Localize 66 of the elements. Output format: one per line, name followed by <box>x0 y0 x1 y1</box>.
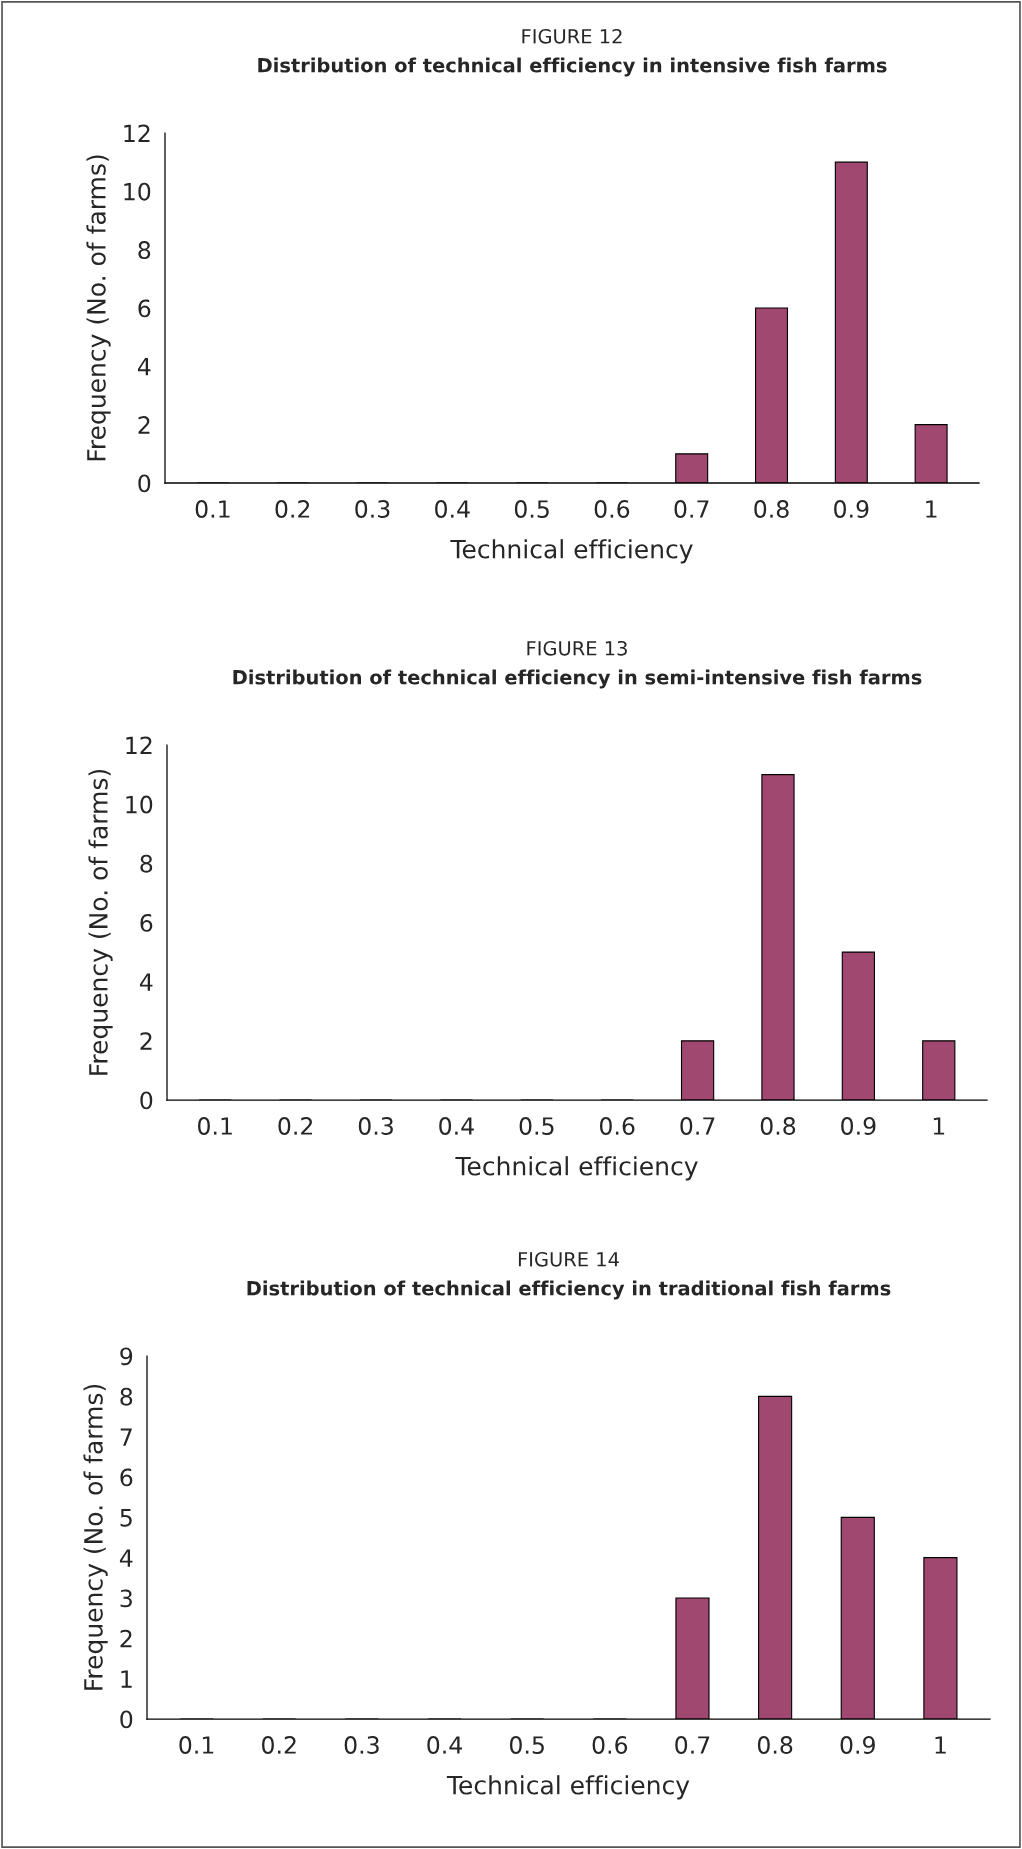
x-tick-label: 0.2 <box>262 1736 296 1754</box>
y-tick-label: 8 <box>120 1387 133 1406</box>
x-tick-label: 0.6 <box>592 1736 628 1754</box>
y-axis-title: Frequency (No. of farms) <box>83 1384 108 1690</box>
y-tick-label: 1 <box>121 1670 132 1688</box>
y-tick-label: 2 <box>138 416 150 434</box>
x-tick-label: 0.1 <box>198 1117 232 1135</box>
y-tick-label: 10 <box>124 182 151 201</box>
x-tick-label: 0.4 <box>435 500 470 518</box>
x-tick-label: 0.5 <box>519 1117 554 1135</box>
x-tick-label: 0.6 <box>594 500 630 518</box>
y-tick-label: 10 <box>126 795 153 814</box>
x-tick-label: 0.3 <box>344 1736 379 1754</box>
x-tick-label: 0.8 <box>754 500 789 518</box>
x-tick-label: 1 <box>926 500 937 518</box>
y-tick-label: 7 <box>120 1428 132 1446</box>
y-tick-label: 8 <box>138 241 151 259</box>
y-tick-label: 9 <box>120 1347 133 1366</box>
x-tick-label: 0.3 <box>355 500 390 518</box>
x-tick-label: 0.1 <box>179 1736 214 1754</box>
y-tick-label: 4 <box>119 1549 133 1567</box>
y-tick-label: 5 <box>120 1509 132 1527</box>
y-tick-label: 6 <box>140 913 153 932</box>
x-tick-label: 0.7 <box>680 1117 715 1135</box>
x-tick-label: 0.5 <box>514 500 549 518</box>
y-axis-title: Frequency (No. of farms) <box>88 769 113 1075</box>
y-tick-label: 2 <box>140 1032 152 1050</box>
x-tick-label: 0.2 <box>275 500 310 518</box>
x-tick-label: 0.4 <box>427 1736 462 1754</box>
x-tick-label: 0.5 <box>509 1736 544 1754</box>
x-axis-title: Technical efficiency <box>446 1775 690 1800</box>
chart-subtitle: Distribution of technical efficiency in traditional fish farms <box>247 1280 891 1300</box>
x-tick-label: 0.7 <box>675 1736 710 1754</box>
x-tick-label: 0.9 <box>840 1736 875 1754</box>
chart-title: FIGURE 14 <box>518 1251 619 1267</box>
chart-subtitle: Distribution of technical efficiency in semi-intensive fish farms <box>233 669 922 689</box>
y-tick-label: 2 <box>120 1629 132 1648</box>
y-tick-label: 8 <box>140 854 153 873</box>
x-tick-label: 0.9 <box>841 1117 876 1135</box>
chart-title: FIGURE 13 <box>527 640 627 656</box>
y-axis-title: Frequency (No. of farms) <box>86 155 111 461</box>
x-tick-label: 0.1 <box>195 500 230 518</box>
x-tick-label: 0.2 <box>278 1117 313 1135</box>
y-tick-label: 0 <box>120 1710 133 1729</box>
x-tick-label: 0.6 <box>599 1117 635 1135</box>
x-tick-label: 1 <box>933 1117 945 1135</box>
x-tick-label: 0.8 <box>757 1736 793 1754</box>
y-tick-label: 3 <box>120 1589 132 1608</box>
y-tick-label: 12 <box>126 736 152 754</box>
x-axis-title: Technical efficiency <box>450 539 693 564</box>
x-tick-label: 0.8 <box>760 1117 796 1135</box>
y-tick-label: 4 <box>139 973 153 991</box>
y-tick-label: 6 <box>120 1468 133 1487</box>
chart-subtitle: Distribution of technical efficiency in intensive fish farms <box>258 57 887 77</box>
y-tick-label: 12 <box>124 124 150 142</box>
y-tick-label: 4 <box>137 358 151 376</box>
y-tick-label: 0 <box>138 474 151 493</box>
x-axis-title: Technical efficiency <box>455 1156 698 1181</box>
x-tick-label: 0.3 <box>358 1117 393 1135</box>
chart-title: FIGURE 12 <box>522 28 622 44</box>
y-tick-label: 6 <box>138 299 151 318</box>
x-tick-label: 0.9 <box>834 500 869 518</box>
y-tick-label: 0 <box>140 1091 153 1110</box>
x-tick-label: 0.7 <box>674 500 709 518</box>
x-tick-label: 1 <box>935 1736 946 1754</box>
x-tick-label: 0.4 <box>439 1117 474 1135</box>
